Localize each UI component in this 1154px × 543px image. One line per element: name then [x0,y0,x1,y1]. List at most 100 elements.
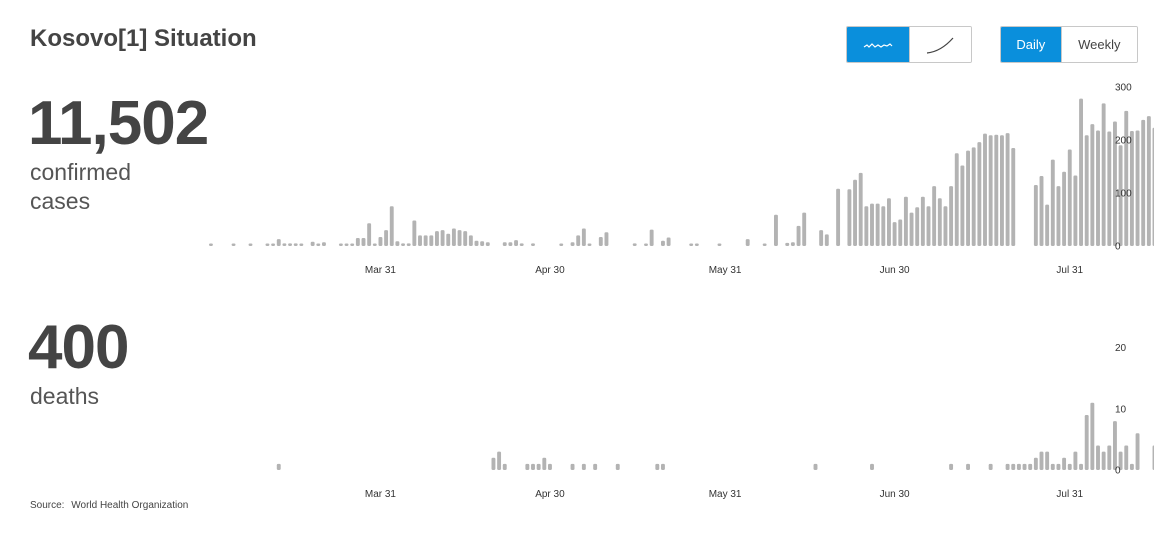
cases-bar [322,242,326,246]
linear-trend-icon [863,42,893,48]
cases-bar [457,230,462,246]
deaths-bar [1079,463,1083,470]
cases-x-tick-label: Jun 30 [880,265,910,276]
cases-bar [774,214,778,246]
cases-label: confirmed cases [30,158,131,216]
cumulative-view-button[interactable] [908,27,971,62]
cases-bar [994,134,999,246]
cases-bar [661,240,665,246]
cases-bar [587,243,592,246]
cases-bar [378,236,383,246]
cases-bar [745,239,750,246]
cases-bar [898,219,903,246]
cases-bar [598,236,603,246]
cases-bar [310,241,315,246]
daily-button[interactable]: Daily [1001,27,1061,62]
deaths-bar [870,463,874,470]
cases-bar [384,230,389,246]
cases-bar [293,243,298,246]
cases-bar [463,231,468,246]
cases-x-tick-label: Apr 30 [535,265,565,276]
cases-bar [299,243,304,246]
cases-label-line1: confirmed [30,159,131,185]
cases-y-tick-label: 200 [1115,136,1132,147]
cases-bar [796,225,801,246]
deaths-bar [491,457,496,470]
cases-bar [1118,145,1123,246]
cases-bar [915,207,920,246]
deaths-x-tick-label: Jul 31 [1056,489,1083,500]
cases-bar [344,243,349,246]
source-label: Source: [30,500,65,511]
cases-bar [937,198,942,246]
cases-bar [1107,131,1112,246]
cases-total: 11,502 [28,89,209,158]
deaths-bar [1011,463,1016,470]
deaths-bar [276,463,281,470]
cases-bar [248,243,253,246]
page-title: Kosovo[1] Situation [30,25,257,52]
cases-y-tick-label: 0 [1115,242,1121,253]
cases-bar [559,243,564,246]
deaths-bar [531,463,535,470]
cases-bar [1073,175,1078,246]
deaths-bar [1022,463,1027,470]
cases-bar [1067,149,1072,246]
cases-bar [1062,171,1067,246]
cases-bar [824,234,829,246]
cases-bar [1141,119,1146,246]
deaths-bar [661,463,665,470]
weekly-button[interactable]: Weekly [1060,27,1137,62]
cases-bar [847,189,852,246]
deaths-bar [1039,451,1044,470]
cases-bar [265,243,270,246]
cases-bar [209,243,213,246]
deaths-bar [615,463,620,470]
deaths-bar [988,463,993,470]
cases-bar [649,229,654,246]
cases-bar [785,242,790,246]
cases-bar [350,243,355,246]
cases-bar [689,243,694,246]
cases-bar [909,212,914,246]
cases-bar [632,243,637,246]
deaths-y-tick-label: 10 [1115,404,1127,415]
cases-bar [988,135,993,246]
cumulative-curve-icon [927,37,954,54]
cases-bar [581,228,586,246]
cases-bar [576,235,581,246]
linear-view-button[interactable] [847,27,909,62]
deaths-bar [542,457,547,470]
deaths-label: deaths [30,383,100,409]
cases-bar [485,242,490,246]
cases-bar [440,230,445,246]
cases-bar [870,203,874,246]
cases-bar [875,203,880,246]
cases-bar [717,243,722,246]
cases-bar [983,133,987,246]
cases-bar [514,240,518,246]
deaths-bar [1005,463,1010,470]
cases-bar [1129,130,1134,246]
deaths-bar [593,463,598,470]
cases-bar [412,220,417,246]
cases-bar [480,241,485,246]
cases-bar [932,186,937,246]
deaths-bar [949,463,954,470]
cases-bar [446,233,451,246]
cases-bar [949,186,954,246]
cases-bar [406,243,411,246]
cases-bar [694,243,699,246]
deaths-y-tick-label: 20 [1115,343,1127,354]
cases-bar [1056,186,1061,246]
deaths-bar [525,463,530,470]
cases-bar [389,206,394,246]
cases-bar [271,243,276,246]
cases-bar [977,142,982,246]
cases-x-tick-label: May 31 [709,265,742,276]
cases-bar [451,228,456,246]
cases-bar [1090,124,1095,246]
cases-x-tick-label: Mar 31 [365,265,397,276]
cases-bar [892,222,897,246]
cases-bar [1101,103,1106,247]
